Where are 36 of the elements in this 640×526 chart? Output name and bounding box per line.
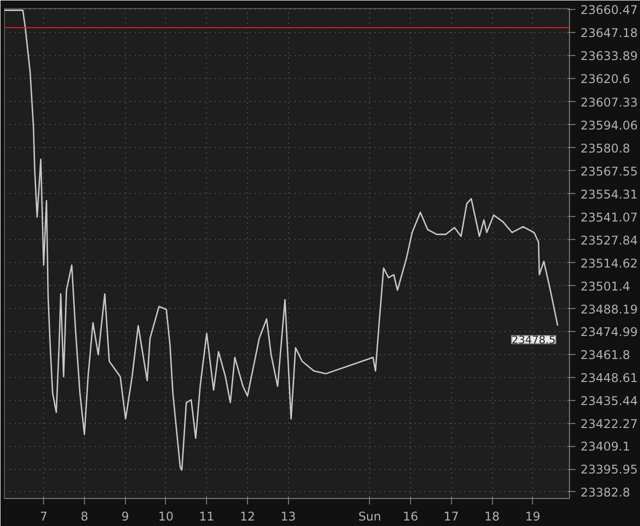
y-tick-label: 23409.1 <box>580 440 630 454</box>
y-tick-label: 23501.4 <box>580 279 630 294</box>
x-tick-label: 10 <box>158 510 174 524</box>
y-tick-label: 23580.8 <box>580 141 630 156</box>
y-tick-label: 23461.8 <box>580 348 630 362</box>
y-tick-label: 23448.61 <box>580 371 638 386</box>
annotation: 23478.5 <box>512 334 556 347</box>
x-tick-label: 18 <box>484 510 500 524</box>
x-tick-label: 7 <box>40 510 48 524</box>
x-tick-label: 11 <box>199 510 214 524</box>
y-tick-label: 23607.33 <box>580 95 638 110</box>
y-tick-label: 23422.27 <box>580 416 638 431</box>
x-tick-label: 12 <box>240 510 256 524</box>
y-tick-label: 23633.89 <box>580 49 638 64</box>
y-tick-label: 23474.99 <box>580 325 638 340</box>
y-tick-label: 23594.06 <box>580 118 638 132</box>
y-tick-label: 23620.6 <box>580 72 630 86</box>
y-tick-label: 23382.8 <box>580 485 630 500</box>
y-tick-label: 23541.07 <box>580 210 638 224</box>
y-tick-label: 23660.47 <box>580 2 638 17</box>
x-tick-label: 9 <box>121 510 129 524</box>
y-tick-label: 23567.55 <box>580 164 638 178</box>
y-tick-label: 23527.84 <box>580 233 638 248</box>
line-series <box>4 10 558 471</box>
x-tick-label: 13 <box>280 510 296 524</box>
y-tick-label: 23514.62 <box>580 256 638 270</box>
y-tick-label: 23554.31 <box>580 187 638 202</box>
y-tick-label: 23395.95 <box>580 462 638 477</box>
y-tick-label: 23488.19 <box>580 302 638 316</box>
x-tick-label: 8 <box>80 510 88 524</box>
x-tick-label: 17 <box>444 510 459 524</box>
x-tick-label: 16 <box>402 510 418 524</box>
x-tick-label: Sun <box>358 510 382 524</box>
x-tick-label: 19 <box>525 510 540 524</box>
y-tick-label: 23435.44 <box>580 394 638 408</box>
y-tick-label: 23647.18 <box>580 26 638 40</box>
